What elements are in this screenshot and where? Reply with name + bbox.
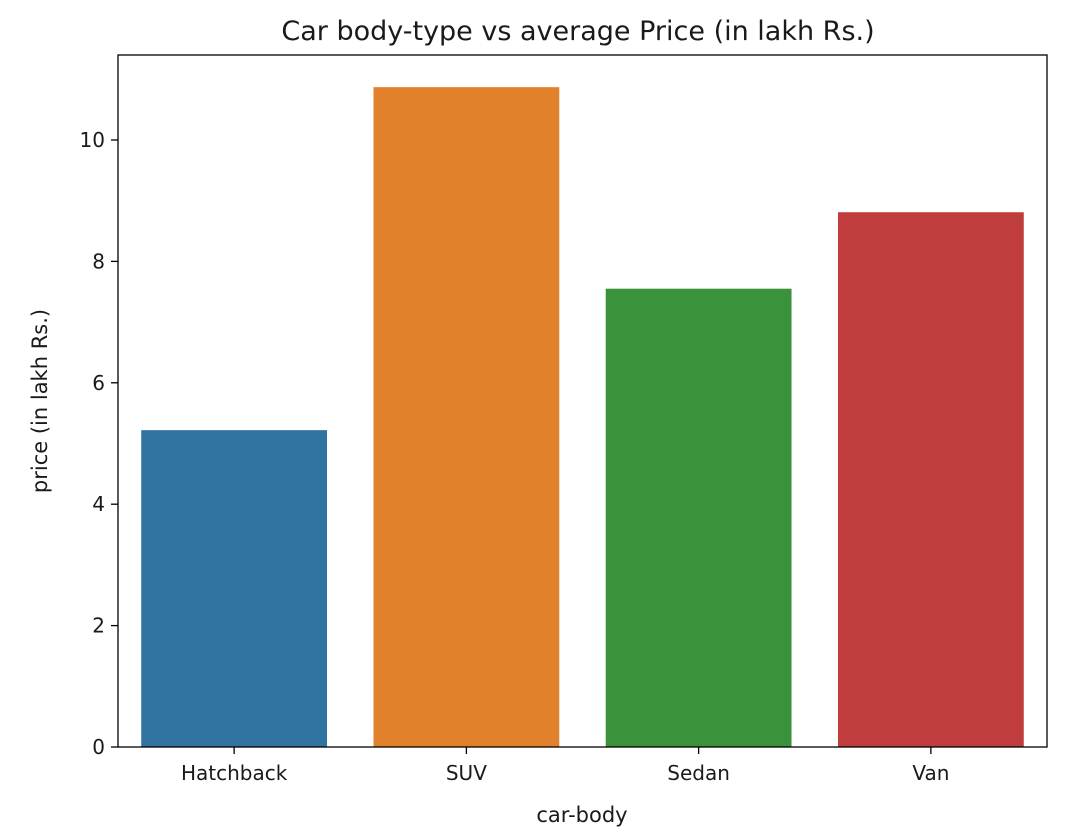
plot-frame bbox=[117, 54, 1048, 748]
x-tick-label: Hatchback bbox=[181, 761, 288, 785]
bars-group bbox=[141, 87, 1024, 748]
y-tick-label: 10 bbox=[80, 128, 105, 152]
chart-title: Car body-type vs average Price (in lakh … bbox=[281, 16, 874, 47]
bar-van bbox=[837, 212, 1024, 748]
y-tick-label: 4 bbox=[92, 492, 105, 516]
y-tick-label: 6 bbox=[92, 371, 105, 395]
x-tick-label: Sedan bbox=[667, 761, 730, 785]
y-axis-ticks: 0 2 4 6 8 10 bbox=[80, 128, 118, 759]
bar-sedan bbox=[605, 288, 792, 747]
y-tick-label: 0 bbox=[92, 735, 105, 759]
x-axis-label: car-body bbox=[536, 803, 627, 827]
x-axis-ticks: Hatchback SUV Sedan Van bbox=[181, 747, 949, 785]
x-tick-label: SUV bbox=[446, 761, 487, 785]
y-axis-label: price (in lakh Rs.) bbox=[28, 309, 52, 493]
x-tick-label: Van bbox=[912, 761, 949, 785]
bar-hatchback bbox=[141, 430, 328, 747]
bar-suv bbox=[373, 87, 560, 747]
y-tick-label: 2 bbox=[92, 614, 105, 638]
y-tick-label: 8 bbox=[92, 249, 105, 273]
